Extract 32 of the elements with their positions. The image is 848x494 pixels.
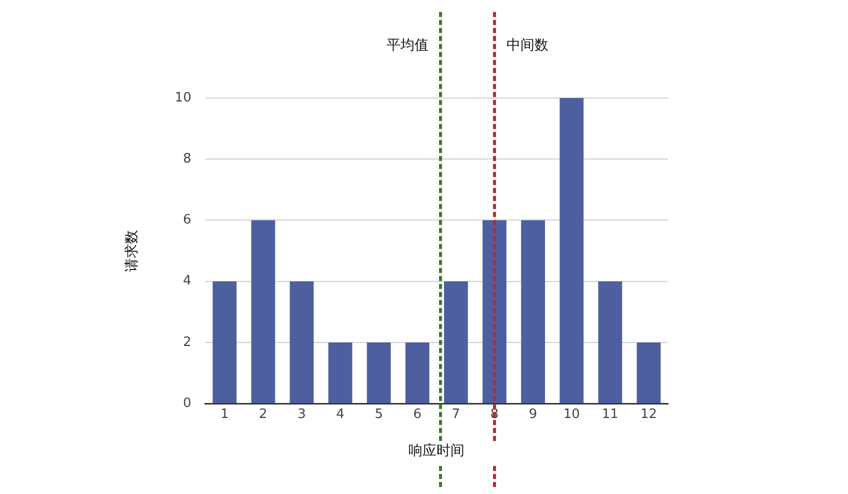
x-tick-label: 10 bbox=[563, 406, 580, 422]
bar bbox=[521, 220, 546, 404]
bar bbox=[636, 342, 661, 404]
bar bbox=[290, 281, 314, 404]
y-tick-label: 6 bbox=[183, 212, 192, 228]
x-tick-label: 9 bbox=[528, 406, 538, 422]
x-tick-label: 11 bbox=[602, 406, 618, 422]
x-axis-title: 响应时间 bbox=[408, 443, 465, 460]
bar bbox=[560, 98, 584, 404]
y-tick-label: 2 bbox=[183, 334, 192, 350]
x-tick-label: 1 bbox=[220, 406, 229, 422]
x-tick-label: 4 bbox=[336, 406, 344, 422]
x-tick-label: 5 bbox=[374, 406, 383, 422]
bar bbox=[598, 281, 622, 404]
x-tick-label: 12 bbox=[640, 406, 657, 422]
y-tick-label: 0 bbox=[183, 396, 192, 411]
x-tick-label: 6 bbox=[413, 406, 422, 422]
bar bbox=[328, 342, 352, 404]
bar bbox=[366, 342, 391, 404]
x-tick-label: 7 bbox=[452, 406, 460, 422]
ref-line-label: 中间数 bbox=[506, 38, 549, 54]
bar bbox=[251, 220, 276, 404]
bar bbox=[444, 281, 468, 404]
ref-line-label: 平均值 bbox=[386, 38, 429, 54]
x-tick-label: 3 bbox=[298, 406, 306, 422]
bar bbox=[212, 281, 237, 404]
y-tick-label: 10 bbox=[174, 90, 192, 106]
x-tick-label: 2 bbox=[259, 406, 268, 422]
y-tick-label: 8 bbox=[183, 151, 192, 166]
y-axis-title: 请求数 bbox=[124, 230, 140, 272]
bar bbox=[405, 342, 430, 404]
y-tick-label: 4 bbox=[183, 274, 192, 289]
